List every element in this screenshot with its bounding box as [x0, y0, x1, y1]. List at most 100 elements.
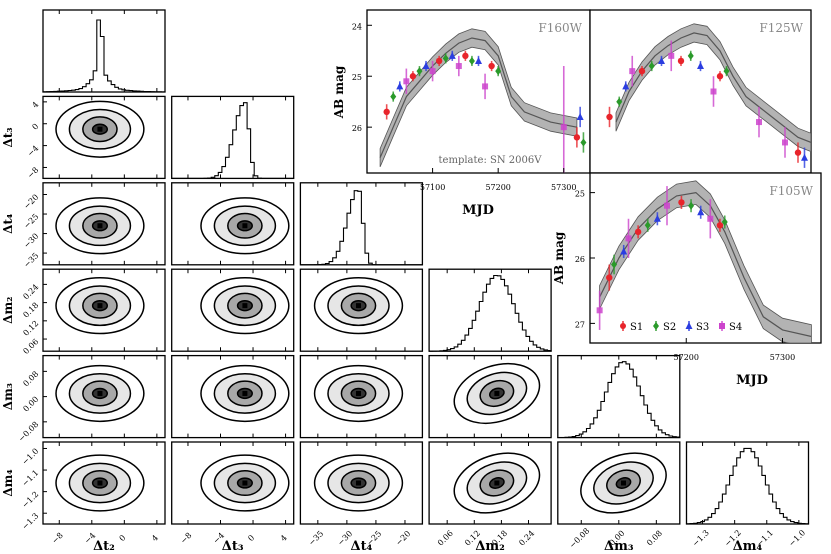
point-S1 [634, 228, 642, 236]
contour-group [200, 197, 290, 255]
point-S2 [721, 218, 728, 227]
corner-cell-4-4 [557, 354, 681, 439]
light-curve-panel-F125W: F125W [589, 9, 812, 174]
legend-label-S3: S3 [696, 322, 709, 333]
corner-cell-3-3 [428, 268, 552, 352]
corner-ytick-label: 4 [30, 100, 40, 110]
point-S1 [462, 52, 469, 60]
corner-cell-0-1 [42, 95, 166, 180]
point-S1 [716, 222, 724, 229]
point-S2 [468, 56, 475, 65]
point-S1 [573, 134, 581, 141]
corner-cell-2-3 [299, 268, 424, 352]
hist-Δt3 [171, 102, 294, 179]
hist-Δt2 [42, 19, 166, 93]
corner-ylabel-Δt3: Δt₃ [1, 127, 15, 147]
contour-peak [355, 480, 361, 486]
point-S4 [429, 68, 436, 75]
band-label-F125W: F125W [759, 21, 803, 35]
contour-group [55, 454, 145, 512]
corner-ylabel-Δm4: Δm₄ [1, 469, 15, 496]
point-S4 [664, 202, 670, 209]
corner-ylabel-Δm3: Δm₃ [1, 383, 15, 410]
lc-ylabel-bottom: AB mag [552, 231, 566, 285]
corner-ytick-label: −1.0 [20, 447, 40, 467]
corner-xlabel-Δt3: Δt₃ [222, 539, 244, 554]
corner-cell-0-2 [42, 182, 166, 266]
corner-xlabel-Δt4: Δt₄ [351, 539, 373, 554]
corner-ytick-label: 0.06 [21, 337, 40, 356]
template-band [615, 23, 811, 153]
point-S1 [488, 62, 495, 70]
corner-cell-2-4 [299, 354, 424, 439]
corner-cell-1-1 [171, 95, 295, 180]
point-S3 [697, 62, 704, 70]
corner-plot: 40−4−8Δt₃−20−25−30−35Δt₄0.240.180.120.06… [1, 9, 810, 554]
corner-cell-1-4 [171, 354, 295, 439]
point-S3 [622, 82, 630, 90]
corner-ylabel-Δm2: Δm₂ [1, 297, 15, 324]
corner-ytick-label: 0.12 [21, 319, 40, 338]
template-line [379, 37, 578, 158]
point-S4 [482, 83, 489, 90]
corner-ytick-label: −1.1 [20, 468, 40, 488]
point-S1 [606, 274, 613, 281]
contour-peak [242, 223, 248, 229]
corner-xlabel-Δm2: Δm₂ [475, 539, 505, 554]
point-S1 [409, 73, 417, 80]
corner-cell-1-3 [171, 268, 295, 352]
contour-group [580, 452, 667, 514]
template-line [615, 32, 811, 143]
point-S3 [801, 153, 808, 161]
contour-peak [494, 390, 500, 396]
lc-ytick-label: 24 [352, 22, 362, 31]
corner-cell-2-2 [299, 182, 424, 266]
lc-ytick-label: 27 [575, 320, 585, 329]
legend-label-S1: S1 [630, 322, 643, 333]
corner-ytick-label: −8 [26, 166, 41, 181]
point-S4 [782, 139, 788, 146]
point-S3 [396, 82, 404, 90]
contour-peak [97, 223, 103, 229]
lc-xtick-label: 57100 [420, 183, 445, 192]
point-S2 [688, 201, 695, 210]
corner-xtick-label: 0 [246, 533, 256, 543]
lc-xtick-label: 57300 [551, 183, 576, 192]
corner-cell-0-5 [42, 441, 166, 525]
corner-cell-0-4 [42, 354, 166, 439]
contour-peak [242, 480, 248, 486]
point-S3 [658, 56, 665, 64]
contour-peak [242, 390, 248, 396]
contour-group [313, 364, 404, 423]
corner-cell-frame [685, 441, 810, 525]
contour-group [200, 277, 290, 335]
legend-label-S4: S4 [729, 322, 742, 333]
corner-ytick-label: −25 [22, 212, 40, 230]
corner-ytick-label: −35 [22, 251, 40, 269]
lc-xtick-label: 57200 [485, 183, 510, 192]
corner-xlabel-Δt2: Δt₂ [93, 539, 115, 554]
lc-ytick-label: 25 [575, 190, 585, 199]
point-S1 [606, 113, 613, 121]
corner-ytick-label: 0.00 [21, 395, 40, 414]
corner-cell-0-0 [42, 9, 166, 93]
point-S2 [687, 51, 694, 60]
corner-ytick-label: −30 [22, 232, 40, 250]
point-S2 [723, 67, 730, 76]
corner-cell-5-5 [685, 441, 810, 525]
contour-group [453, 362, 541, 424]
hist-Δm2 [429, 274, 552, 352]
lc-ytick-label: 25 [352, 73, 362, 82]
lc-xtick-label: 57200 [674, 353, 699, 362]
legend-label-S2: S2 [663, 322, 676, 333]
corner-xlabel-Δm4: Δm₄ [733, 539, 763, 554]
panel-inner [596, 180, 812, 343]
contour-peak [620, 480, 626, 486]
corner-xtick-label: −8 [179, 531, 194, 546]
point-S1 [435, 57, 443, 65]
point-S2 [442, 54, 449, 63]
corner-cell-3-4 [428, 354, 552, 439]
corner-xtick-label: −1.0 [787, 528, 807, 548]
light-curve-panel-F105W: F105W 57200 57300 25 26 27 [575, 172, 822, 362]
corner-xtick-label: 0 [118, 533, 128, 543]
